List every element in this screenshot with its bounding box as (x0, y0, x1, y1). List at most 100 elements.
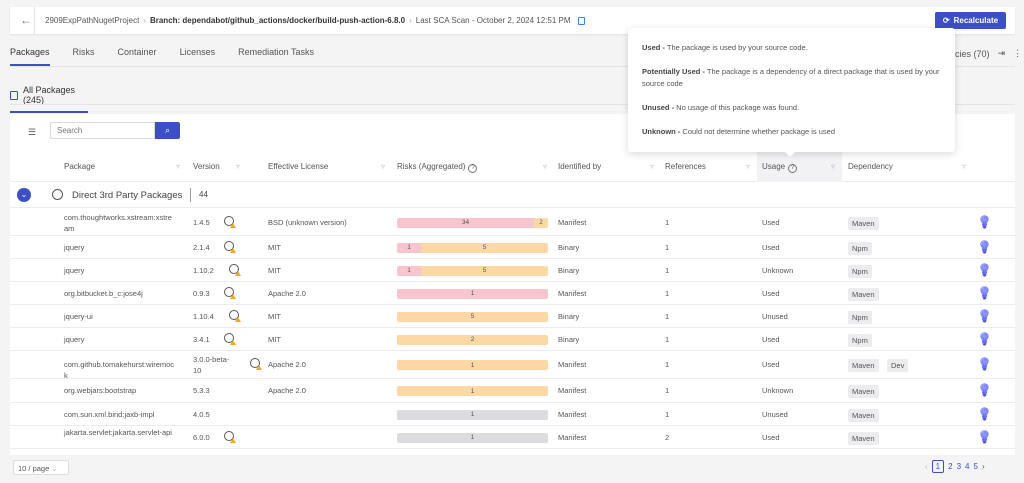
tab-all-packages[interactable]: All Packages (245) (10, 85, 88, 113)
page-1[interactable]: 1 (931, 460, 945, 473)
remediation-lightbulb-icon[interactable]: 💡 (977, 357, 992, 371)
filter-icon[interactable]: ▿ (831, 162, 836, 171)
column-dependency[interactable]: Dependency (848, 162, 893, 171)
risk-bar[interactable]: 1 (397, 386, 548, 396)
risk-bar[interactable]: 34 2 (397, 217, 548, 228)
package-name[interactable]: jquery (64, 265, 85, 275)
search-input[interactable] (50, 122, 155, 139)
package-name[interactable]: com.sun.xml.bind:jaxb-impl (64, 409, 155, 419)
divider (190, 188, 191, 202)
package-name[interactable]: com.thoughtworks.xstream:xstream (64, 212, 172, 233)
effective-license: Apache 2.0 (268, 288, 306, 298)
risk-bar[interactable]: 1 (397, 409, 548, 420)
remediation-lightbulb-icon[interactable]: 💡 (977, 262, 992, 277)
tab-packages[interactable]: Packages (10, 47, 50, 66)
page-size-select[interactable]: 10 / page ⌄ (13, 460, 69, 475)
breadcrumb-project[interactable]: 2909ExpPathNugetProject (45, 16, 140, 25)
pagination: ‹ 1 2 3 4 5 › (925, 460, 985, 473)
remediation-lightbulb-icon[interactable]: 💡 (977, 214, 992, 229)
filter-icon[interactable]: ▿ (381, 162, 386, 171)
package-name[interactable]: jakarta.servlet:jakarta.servlet-api (64, 427, 172, 437)
remediation-lightbulb-icon[interactable]: 💡 (977, 285, 992, 300)
page-2[interactable]: 2 (948, 462, 953, 471)
policies-count[interactable]: cies (70) (955, 48, 990, 59)
table-row[interactable]: org.bitbucket.b_c:jose4j 0.9.3 Apache 2.0 1… (10, 282, 1015, 305)
references[interactable]: 1 (665, 360, 670, 369)
table-row[interactable]: jquery-ui 1.10.4 MIT 5 Binary 1 Unused Npm 💡 (10, 305, 1015, 328)
back-arrow-icon[interactable]: ← (20, 13, 32, 27)
references[interactable]: 2 (665, 432, 670, 442)
table-row[interactable]: com.sun.xml.bind:jaxb-impl 4.0.5 1 Manifest… (10, 403, 1015, 426)
filter-icon[interactable]: ▿ (962, 162, 967, 171)
risk-bar[interactable]: 5 (397, 311, 548, 322)
package-name[interactable]: org.webjars:bootstrap (64, 386, 137, 395)
package-name[interactable]: jquery (64, 242, 85, 252)
risk-bar[interactable]: 2 (397, 334, 548, 345)
help-icon[interactable]: ? (788, 164, 798, 173)
risk-segment-high: 1 (397, 288, 548, 299)
references[interactable]: 1 (665, 334, 670, 344)
usage: Used (762, 432, 780, 442)
filter-icon[interactable]: ☰ (28, 127, 37, 137)
table-row[interactable]: com.github.tomakehurst:wiremock 3.0.0-bet… (10, 351, 1015, 380)
references[interactable]: 1 (665, 386, 670, 395)
prev-page-icon[interactable]: ‹ (925, 462, 928, 471)
help-icon[interactable]: ? (468, 164, 478, 173)
remediation-lightbulb-icon[interactable]: 💡 (977, 406, 992, 421)
table-row[interactable]: jquery 3.4.1 MIT 2 Binary 1 Used Npm 💡 (10, 328, 1015, 351)
risk-bar[interactable]: 1 (397, 360, 548, 370)
search-button[interactable]: ⌕ (155, 122, 180, 139)
tab-remediation-tasks[interactable]: Remediation Tasks (238, 47, 314, 57)
next-page-icon[interactable]: › (981, 462, 985, 471)
export-icon[interactable]: ⇥ (997, 48, 1006, 58)
references[interactable]: 1 (665, 311, 670, 321)
tab-risks[interactable]: Risks (72, 47, 95, 57)
remediation-lightbulb-icon[interactable]: 💡 (977, 331, 992, 346)
risk-segment-medium: 5 (421, 242, 548, 253)
risk-bar[interactable]: 1 (397, 288, 548, 299)
more-options-icon[interactable]: ⋮ (1013, 48, 1023, 58)
column-references[interactable]: References (665, 162, 706, 171)
column-version[interactable]: Version (193, 162, 220, 171)
package-name[interactable]: jquery-ui (64, 311, 93, 321)
package-name[interactable]: jquery (64, 334, 85, 344)
package-name[interactable]: com.github.tomakehurst:wiremock (64, 360, 175, 380)
filter-icon[interactable]: ▿ (236, 162, 241, 171)
page-5[interactable]: 5 (973, 462, 978, 471)
risk-bar[interactable]: 1 (397, 432, 548, 443)
references[interactable]: 1 (665, 265, 670, 275)
page-3[interactable]: 3 (956, 462, 962, 471)
filter-icon[interactable]: ▿ (176, 162, 181, 171)
column-identified-by[interactable]: Identified by (558, 162, 602, 171)
references[interactable]: 1 (665, 217, 670, 227)
tab-container[interactable]: Container (117, 47, 157, 57)
column-risks[interactable]: Risks (Aggregated)? (397, 162, 478, 173)
column-usage[interactable]: Usage? (762, 162, 798, 173)
remediation-lightbulb-icon[interactable]: 💡 (977, 429, 992, 444)
table-row[interactable]: org.webjars:bootstrap 5.3.3 Apache 2.0 1 Man… (10, 379, 1015, 403)
references[interactable]: 1 (665, 242, 670, 252)
table-row[interactable]: jakarta.servlet:jakarta.servlet-api 6.0.0… (10, 426, 1015, 449)
table-row[interactable]: jquery 1.10.2 MIT 1 5 Binary 1 Unknown Npm 💡 (10, 259, 1015, 282)
package-name[interactable]: org.bitbucket.b_c:jose4j (64, 288, 143, 298)
page-4[interactable]: 4 (965, 462, 970, 471)
effective-license: BSD (unknown version) (268, 217, 347, 227)
column-package[interactable]: Package (64, 162, 96, 171)
remediation-lightbulb-icon[interactable]: 💡 (977, 308, 992, 323)
table-row[interactable]: com.thoughtworks.xstream:xstream 1.4.5 BSD… (10, 209, 1015, 236)
tab-licenses[interactable]: Licenses (179, 47, 216, 57)
recalculate-button[interactable]: ⟳ Recalculate (935, 12, 1006, 29)
copy-icon[interactable] (577, 16, 585, 25)
filter-icon[interactable]: ▿ (650, 162, 655, 171)
filter-icon[interactable]: ▿ (746, 162, 751, 171)
filter-icon[interactable]: ▿ (543, 162, 548, 171)
remediation-lightbulb-icon[interactable]: 💡 (977, 239, 992, 254)
table-row[interactable]: jquery 2.1.4 MIT 1 5 Binary 1 Used Npm 💡 (10, 236, 1015, 259)
column-effective-license[interactable]: Effective License (268, 162, 329, 171)
references[interactable]: 1 (665, 409, 670, 419)
references[interactable]: 1 (665, 288, 670, 298)
remediation-lightbulb-icon[interactable]: 💡 (977, 383, 992, 397)
collapse-chevron-icon[interactable]: ⌄ (17, 188, 31, 202)
